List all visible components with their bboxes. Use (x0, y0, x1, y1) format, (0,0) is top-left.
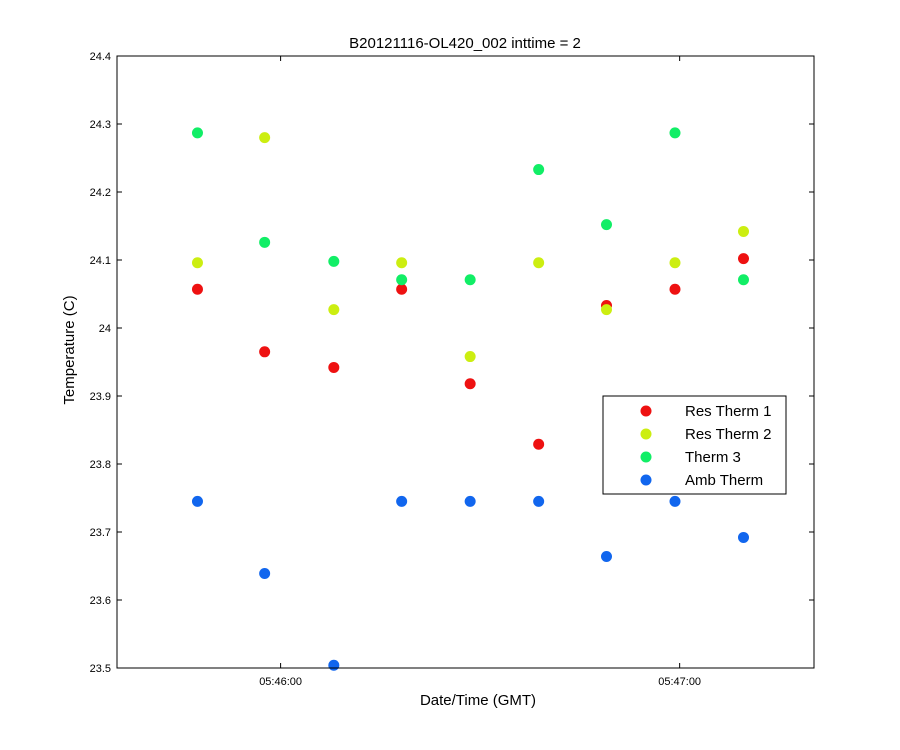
axis-ticks: 23.5 23.6 23.7 23.8 23.9 24 24.1 24.2 24.3 24.4 05… (90, 51, 814, 688)
point-res-therm-2 (396, 257, 408, 269)
legend-label-therm-3: Therm 3 (685, 449, 741, 466)
plot-frame (116, 55, 815, 669)
point-res-therm-1 (464, 378, 476, 390)
point-res-therm-2 (191, 257, 203, 269)
point-therm-3 (191, 127, 203, 139)
point-res-therm-1 (533, 438, 545, 450)
point-res-therm-2 (464, 351, 476, 363)
point-amb-therm (600, 550, 612, 562)
x-tick-label: 05:46:00 (259, 676, 302, 688)
point-res-therm-1 (259, 346, 271, 358)
point-amb-therm (191, 495, 203, 507)
point-therm-3 (464, 274, 476, 286)
y-tick-label: 24 (99, 323, 111, 335)
y-tick-label: 23.6 (90, 595, 111, 607)
legend: Res Therm 1 Res Therm 2 Therm 3 Amb Ther… (602, 395, 787, 495)
point-res-therm-2 (738, 225, 750, 237)
point-res-therm-2 (669, 257, 681, 269)
x-tick-label: 05:47:00 (658, 676, 701, 688)
y-tick-label: 23.9 (90, 391, 111, 403)
chart-title: B20121116-OL420_002 inttime = 2 (349, 35, 581, 52)
legend-label-amb-therm: Amb Therm (685, 472, 763, 489)
legend-marker-res-therm-1 (640, 405, 652, 417)
point-amb-therm (464, 495, 476, 507)
legend-marker-amb-therm (640, 474, 652, 486)
legend-label-res-therm-2: Res Therm 2 (685, 426, 771, 443)
y-tick-label: 24.2 (90, 187, 111, 199)
point-res-therm-2 (259, 132, 271, 144)
y-tick-label: 23.8 (90, 459, 111, 471)
point-amb-therm (533, 495, 545, 507)
point-res-therm-2 (328, 304, 340, 316)
point-therm-3 (328, 255, 340, 267)
point-res-therm-1 (738, 253, 750, 265)
point-amb-therm (738, 531, 750, 543)
point-therm-3 (738, 274, 750, 286)
y-tick-label: 24.1 (90, 255, 111, 267)
point-therm-3 (259, 236, 271, 248)
data-points (191, 127, 750, 671)
y-tick-label: 23.7 (90, 527, 111, 539)
y-tick-label: 23.5 (90, 663, 111, 675)
point-therm-3 (600, 219, 612, 231)
point-amb-therm (259, 567, 271, 579)
legend-box (602, 395, 787, 495)
point-res-therm-2 (600, 304, 612, 316)
point-therm-3 (396, 274, 408, 286)
point-amb-therm (669, 495, 681, 507)
point-res-therm-1 (396, 283, 408, 295)
point-res-therm-2 (533, 257, 545, 269)
point-amb-therm (328, 659, 340, 671)
legend-marker-therm-3 (640, 451, 652, 463)
legend-marker-res-therm-2 (640, 428, 652, 440)
point-therm-3 (533, 164, 545, 176)
point-res-therm-1 (328, 361, 340, 373)
y-tick-label: 24.4 (90, 51, 111, 63)
x-axis-label: Date/Time (GMT) (420, 692, 536, 709)
point-therm-3 (669, 127, 681, 139)
point-res-therm-1 (191, 283, 203, 295)
y-tick-label: 24.3 (90, 119, 111, 131)
point-amb-therm (396, 495, 408, 507)
y-axis-label: Temperature (C) (61, 295, 78, 404)
point-res-therm-1 (669, 283, 681, 295)
legend-label-res-therm-1: Res Therm 1 (685, 403, 771, 420)
